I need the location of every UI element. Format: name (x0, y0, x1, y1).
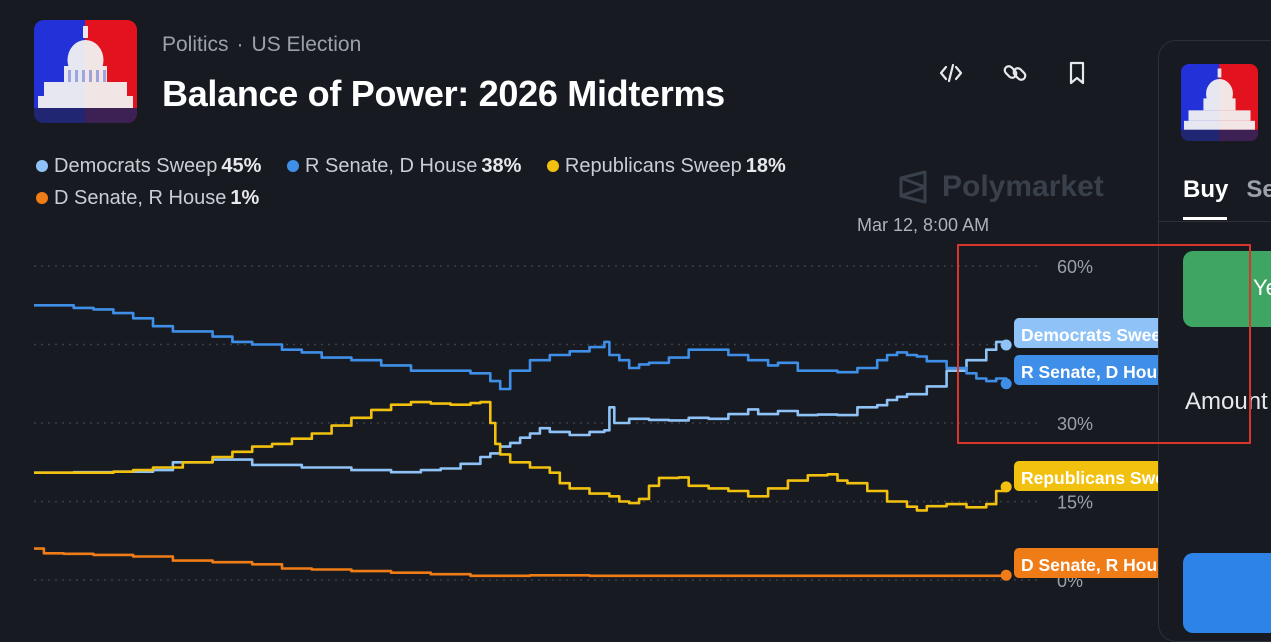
series-end-marker (1000, 339, 1012, 351)
bookmark-icon (1069, 61, 1085, 85)
series-line-d-senate-r-house[interactable] (34, 547, 1008, 578)
link-icon (1003, 65, 1027, 81)
breadcrumb-subcategory[interactable]: US Election (251, 33, 362, 56)
hover-date: Mar 12, 8:00 AM (857, 215, 990, 235)
chart-legend: Democrats Sweep 45% R Senate, D House 38% … (36, 150, 936, 214)
series-line-democrats-sweep[interactable] (34, 340, 1008, 474)
breadcrumb: Politics · US Election (162, 33, 361, 57)
series-end-marker (1000, 378, 1012, 390)
series-line-r-senate-d-house[interactable] (34, 304, 1008, 391)
legend-label: Republicans Sweep (564, 155, 742, 177)
series-line-republicans-sweep[interactable] (34, 400, 1008, 512)
legend-value: 18% (745, 155, 786, 177)
embed-button[interactable] (934, 56, 968, 90)
legend-item-democrats-sweep[interactable]: Democrats Sweep 45% (36, 150, 261, 182)
copy-link-button[interactable] (998, 56, 1032, 90)
tab-buy[interactable]: Buy (1183, 176, 1229, 203)
legend-swatch (36, 192, 48, 204)
bookmark-button[interactable] (1060, 56, 1094, 90)
tab-underline (1183, 217, 1227, 220)
code-embed-icon (939, 63, 963, 83)
highlight-box (957, 244, 1251, 444)
legend-label: D Senate, R House (54, 187, 227, 209)
legend-label: Democrats Sweep (54, 155, 218, 177)
line-chart[interactable]: 0%15%30%60%Democrats Sweep 45%R Senate, … (0, 0, 1271, 613)
polymarket-logo-icon (899, 170, 927, 204)
legend-swatch (36, 160, 48, 172)
series-end-marker (1000, 481, 1012, 493)
legend-item-d-senate-r-house[interactable]: D Senate, R House 1% (36, 182, 259, 214)
legend-label: R Senate, D House (305, 155, 478, 177)
breadcrumb-category[interactable]: Politics (162, 33, 229, 56)
series-end-marker (1000, 569, 1012, 581)
legend-value: 38% (481, 155, 522, 177)
yes-button-label: Ye (1253, 275, 1271, 300)
legend-value: 45% (221, 155, 262, 177)
brand-name: Polymarket (942, 170, 1104, 203)
legend-item-republicans-sweep[interactable]: Republicans Sweep 18% (546, 150, 786, 182)
capitol-image (34, 20, 137, 123)
page-title: Balance of Power: 2026 Midterms (162, 73, 725, 114)
legend-swatch (287, 160, 299, 172)
breadcrumb-separator: · (236, 33, 244, 56)
legend-item-r-senate-d-house[interactable]: R Senate, D House 38% (287, 150, 521, 182)
y-tick-label: 60% (1057, 257, 1093, 277)
panel-divider (1159, 221, 1271, 222)
legend-swatch (546, 160, 559, 172)
market-thumbnail (34, 20, 137, 123)
polymarket-watermark: Polymarket (896, 170, 1104, 204)
capitol-image (1181, 64, 1258, 141)
panel-thumbnail (1181, 64, 1258, 141)
amount-label: Amount (1185, 388, 1268, 415)
legend-value: 1% (230, 187, 260, 209)
trade-tabs: Buy Se (1183, 176, 1271, 204)
y-tick-label: 30% (1057, 414, 1093, 434)
trade-button[interactable] (1183, 553, 1271, 633)
y-tick-label: 15% (1057, 493, 1093, 513)
yes-button[interactable]: Ye (1183, 251, 1271, 327)
trade-panel: Buy Se Ye Amount (1158, 40, 1271, 642)
tab-sell[interactable]: Se (1246, 176, 1271, 203)
